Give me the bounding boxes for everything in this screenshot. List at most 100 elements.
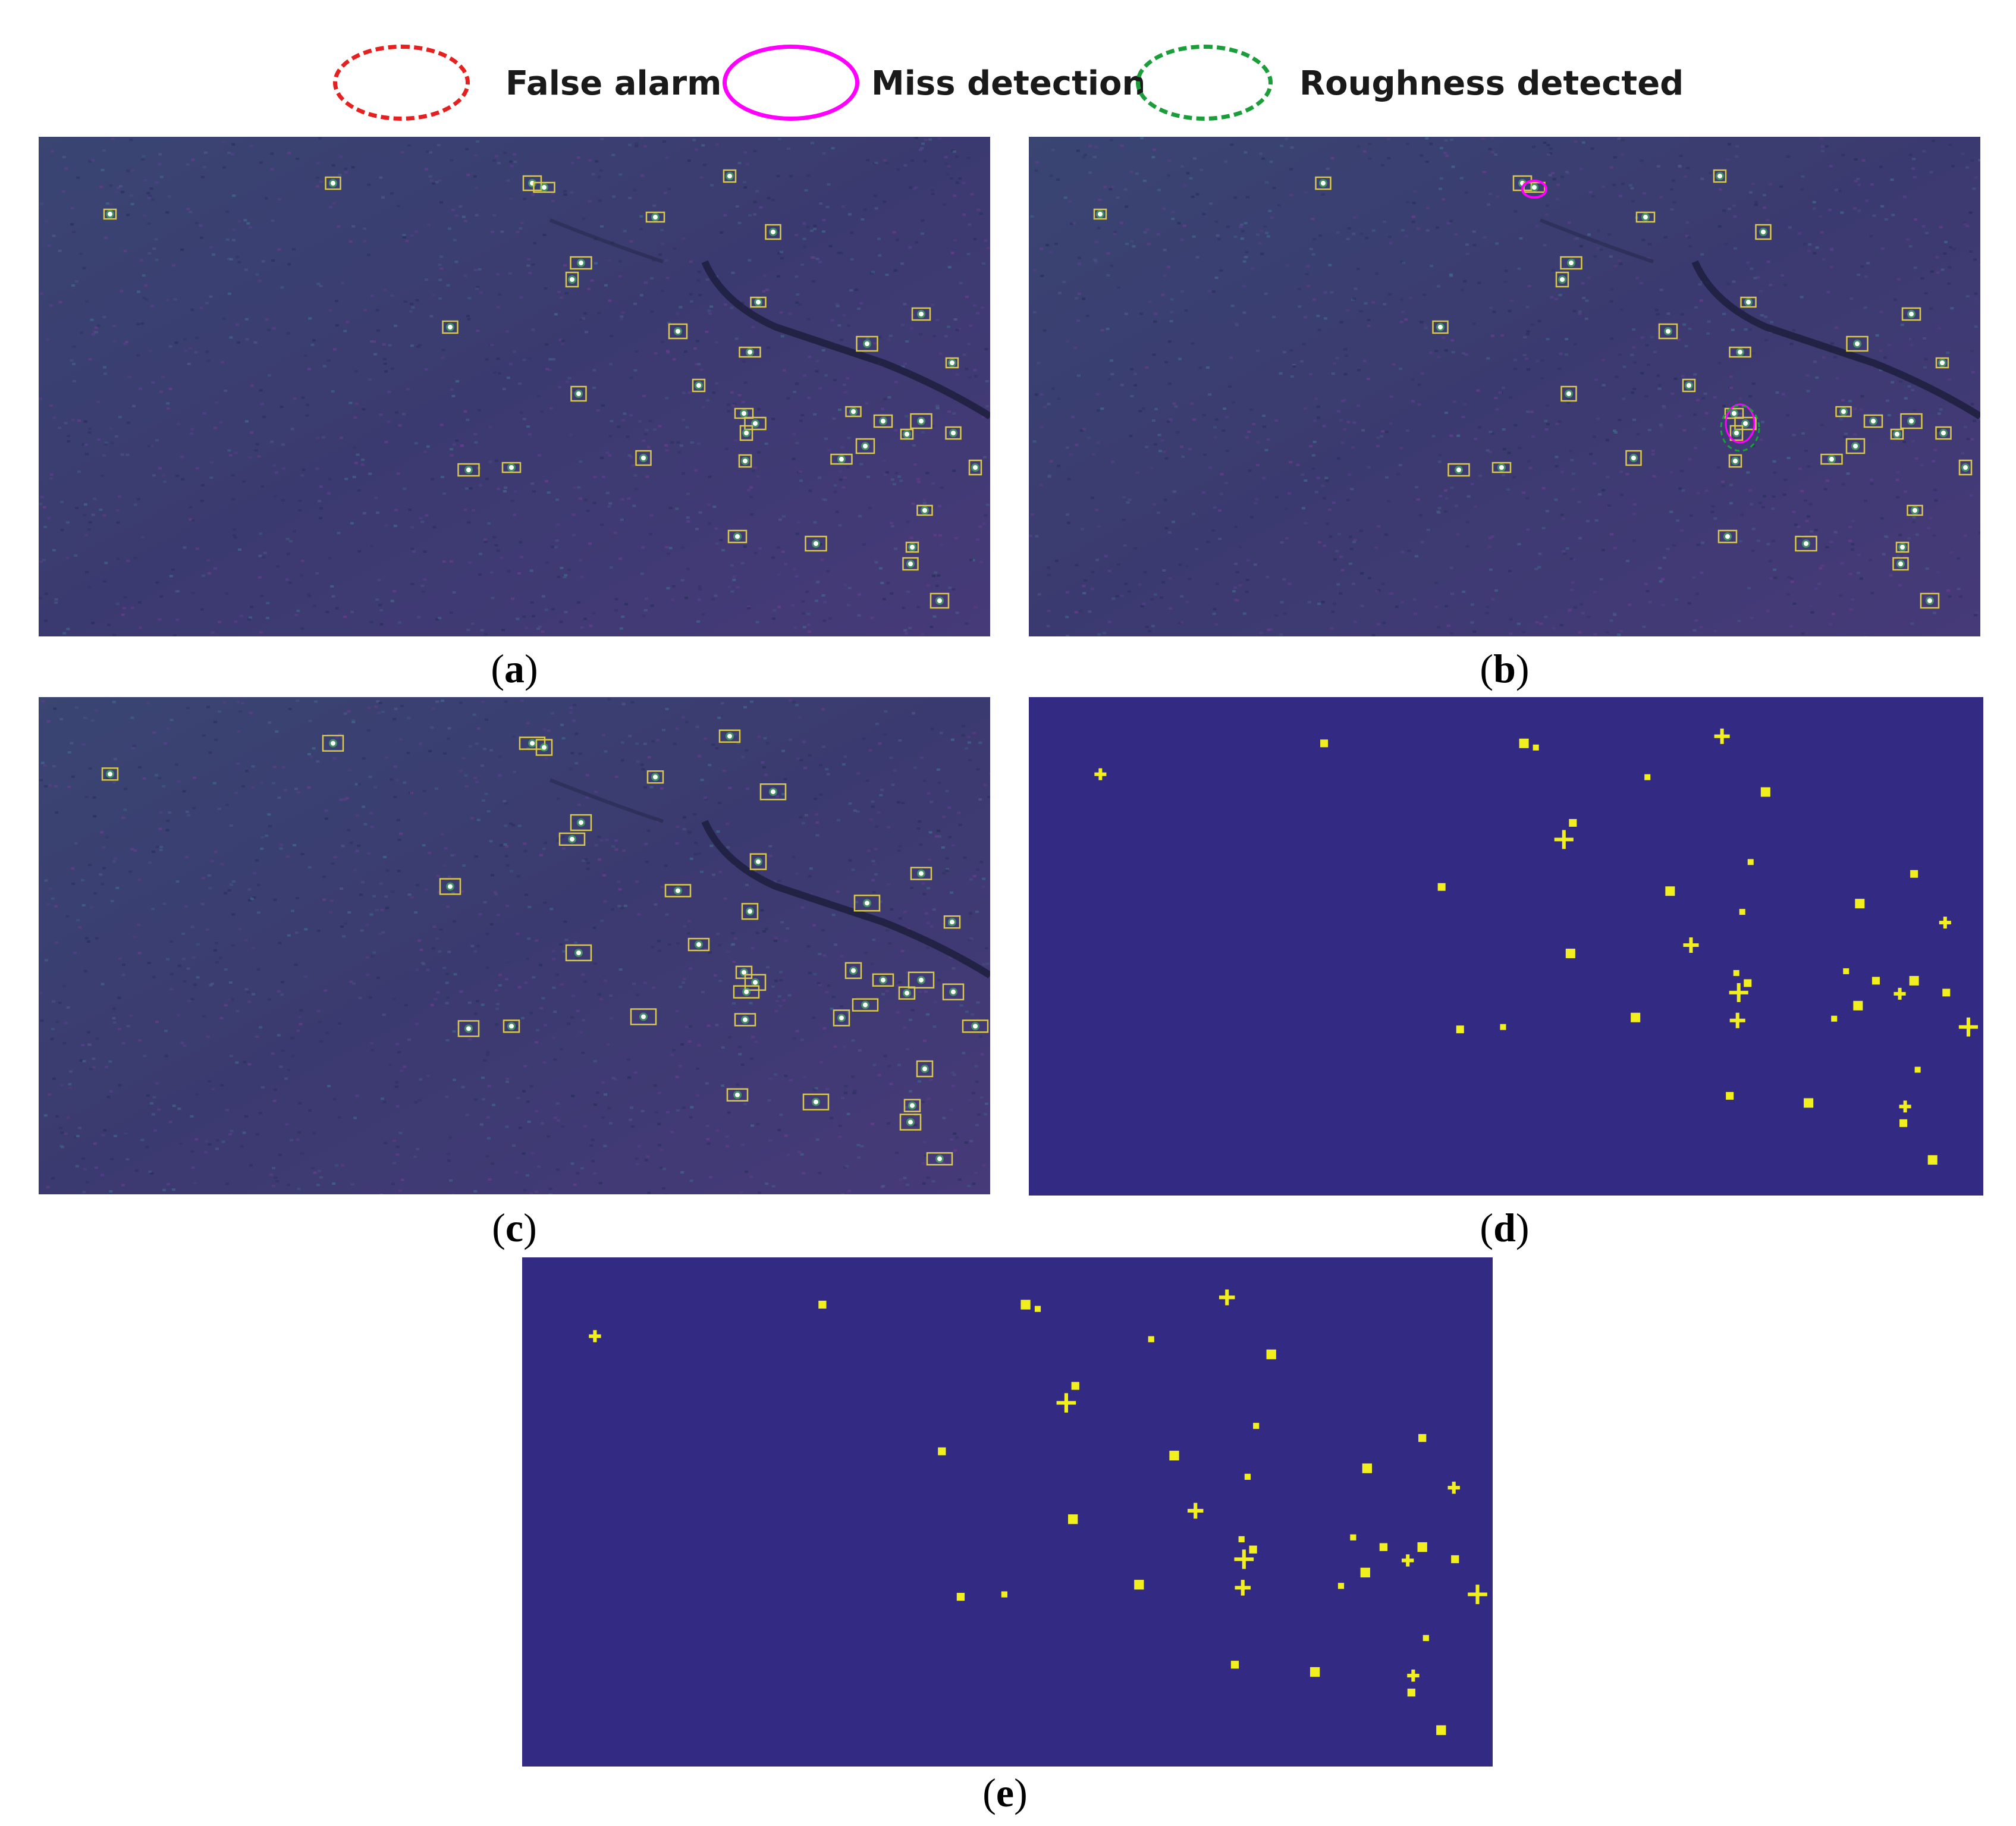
binary-mask-image xyxy=(1029,697,1983,1196)
ship-target xyxy=(881,977,885,983)
detection-box xyxy=(759,783,787,801)
detection-box xyxy=(1729,346,1751,358)
ship-target xyxy=(951,431,956,435)
detection-box xyxy=(1555,271,1569,288)
ship-target xyxy=(1732,411,1736,416)
detection-box xyxy=(856,335,878,352)
target-blob xyxy=(1853,1000,1863,1011)
ship-target xyxy=(771,230,775,234)
target-blob xyxy=(1001,1591,1007,1598)
detection-box xyxy=(968,459,982,476)
target-blob xyxy=(1519,738,1529,748)
detection-box xyxy=(1560,256,1582,270)
target-blob xyxy=(1249,1545,1257,1554)
ship-target xyxy=(1761,230,1766,234)
detection-box xyxy=(1863,414,1883,428)
ship-target xyxy=(771,789,775,795)
target-blob xyxy=(1320,739,1329,748)
detection-box xyxy=(1845,438,1866,454)
detection-box xyxy=(734,1013,756,1027)
detection-box xyxy=(645,211,665,223)
detection-box xyxy=(830,453,853,465)
detection-box xyxy=(635,450,652,466)
sar-image xyxy=(39,697,990,1194)
ship-target xyxy=(1829,457,1834,462)
target-blob xyxy=(1942,989,1951,997)
ship-target xyxy=(1898,561,1903,566)
target-blob xyxy=(1411,1669,1415,1682)
detection-box xyxy=(535,739,553,756)
detection-box xyxy=(726,1088,749,1102)
target-blob xyxy=(1422,1634,1429,1642)
detection-box xyxy=(1560,385,1577,402)
ship-target xyxy=(1855,341,1860,346)
detection-box xyxy=(570,814,592,832)
detection-box xyxy=(900,428,914,440)
detection-box xyxy=(668,323,688,340)
target-blob xyxy=(1744,979,1752,987)
target-blob xyxy=(1225,1290,1229,1306)
ship-target xyxy=(448,884,453,889)
ship-target xyxy=(735,534,740,539)
miss-detection-ellipse xyxy=(1521,180,1547,199)
detection-box xyxy=(905,541,919,553)
target-blob xyxy=(1533,744,1539,751)
target-blob xyxy=(1689,937,1693,953)
ship-target xyxy=(865,341,869,346)
detection-box xyxy=(845,406,862,418)
ship-target xyxy=(696,383,701,388)
sea-surface xyxy=(39,137,990,636)
sar-image xyxy=(1029,137,1980,636)
detection-box xyxy=(945,357,959,369)
ship-target xyxy=(756,300,761,305)
ship-target xyxy=(910,1103,915,1108)
ship-target xyxy=(742,411,746,416)
detection-box xyxy=(1658,323,1678,340)
ship-target xyxy=(1734,431,1739,435)
ship-target xyxy=(851,409,856,414)
detection-box xyxy=(899,1113,922,1131)
target-blob xyxy=(1266,1349,1276,1360)
detection-box xyxy=(926,1152,953,1166)
panel-c-sar-detection xyxy=(39,697,990,1194)
detection-box xyxy=(1682,378,1696,393)
detection-box xyxy=(898,986,916,1000)
sea-surface xyxy=(1029,137,1980,636)
ship-target xyxy=(1963,465,1968,470)
ship-target xyxy=(1895,432,1899,437)
roughness-detected-ellipse xyxy=(1720,404,1760,452)
detection-box xyxy=(101,767,119,781)
ship-target xyxy=(919,419,924,423)
detection-box xyxy=(1835,406,1852,418)
target-blob xyxy=(1230,1661,1239,1669)
target-blob xyxy=(1909,975,1919,986)
ship-target xyxy=(331,741,335,746)
ship-target xyxy=(753,980,758,985)
target-blob xyxy=(1726,1091,1734,1100)
ship-target xyxy=(863,444,868,448)
detection-box xyxy=(664,884,692,898)
ship-target xyxy=(1804,541,1808,546)
target-blob xyxy=(1855,899,1865,909)
detection-box xyxy=(749,853,767,870)
detection-box xyxy=(1900,413,1923,429)
ship-target xyxy=(742,970,746,975)
ship-target xyxy=(1746,300,1751,305)
target-blob xyxy=(1034,1306,1041,1312)
target-blob xyxy=(1899,1119,1908,1127)
detection-box xyxy=(1935,426,1952,440)
ship-target xyxy=(696,942,701,947)
target-blob xyxy=(1244,1473,1251,1480)
detection-box xyxy=(903,1099,921,1112)
legend-label: False alarm xyxy=(505,64,722,103)
detection-box xyxy=(558,832,586,846)
target-blob xyxy=(1436,1725,1446,1736)
target-blob xyxy=(1451,1555,1459,1564)
target-blob xyxy=(1910,870,1918,878)
ship-target xyxy=(1569,261,1574,265)
dark-slick-line xyxy=(549,218,664,263)
ship-target xyxy=(466,1026,471,1031)
target-blob xyxy=(1456,1025,1464,1034)
ship-target xyxy=(937,1156,942,1162)
detection-box xyxy=(1895,541,1910,553)
